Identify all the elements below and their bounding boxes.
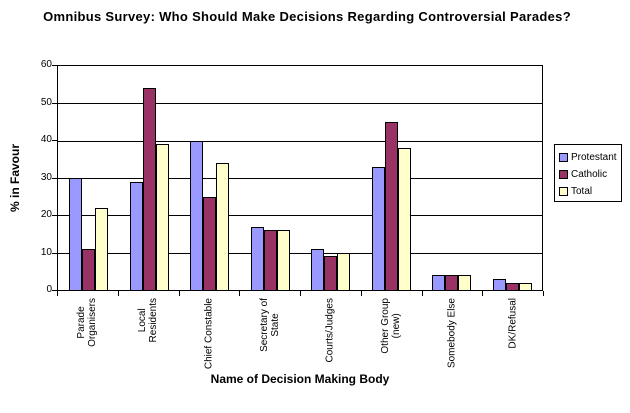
y-tick-mark — [52, 178, 57, 179]
x-tick-mark — [482, 291, 483, 296]
y-tick-label: 20 — [40, 209, 52, 220]
y-tick-mark — [52, 253, 57, 254]
category-group-other-group-new — [361, 66, 422, 290]
bar-catholic-local-residents — [143, 88, 156, 290]
bar-protestant-parade-organisers — [69, 178, 82, 290]
legend-label: Total — [571, 186, 593, 197]
y-tick-mark — [52, 215, 57, 216]
bar-total-chief-constable — [216, 163, 229, 290]
x-tick-label-somebody-else: Somebody Else — [446, 298, 458, 369]
bar-protestant-secretary-of-state — [251, 227, 264, 290]
bar-protestant-dk-refusal — [493, 279, 506, 290]
bar-total-secretary-of-state — [277, 230, 290, 290]
bar-protestant-somebody-else — [432, 275, 445, 290]
bar-protestant-local-residents — [130, 182, 143, 290]
x-tick-label-courts-judges: Courts/Judges — [324, 298, 336, 363]
x-tick-label-parade-organisers: Parade Organisers — [76, 298, 98, 347]
gridline — [58, 103, 542, 104]
bar-catholic-somebody-else — [445, 275, 458, 290]
x-tick-mark — [543, 291, 544, 296]
legend-label: Protestant — [571, 152, 617, 163]
x-axis-title: Name of Decision Making Body — [210, 372, 390, 386]
chart-title: Omnibus Survey: Who Should Make Decision… — [43, 9, 571, 24]
legend-item-catholic: Catholic — [559, 166, 621, 183]
y-tick-mark — [52, 65, 57, 66]
bar-total-parade-organisers — [95, 208, 108, 290]
bar-catholic-other-group-new — [385, 122, 398, 290]
x-tick-mark — [179, 291, 180, 296]
x-tick-mark — [118, 291, 119, 296]
category-group-courts-judges — [300, 66, 361, 290]
bar-catholic-courts-judges — [324, 256, 337, 290]
legend-marker-protestant-icon — [559, 153, 568, 162]
legend-marker-catholic-icon — [559, 170, 568, 179]
legend-marker-total-icon — [559, 187, 568, 196]
category-group-chief-constable — [179, 66, 240, 290]
x-tick-mark — [57, 291, 58, 296]
bar-total-courts-judges — [337, 253, 350, 290]
x-tick-label-dk-refusal: DK/Refusal — [507, 298, 519, 349]
x-tick-mark — [361, 291, 362, 296]
gridline — [58, 141, 542, 142]
bar-catholic-secretary-of-state — [264, 230, 277, 290]
bar-total-other-group-new — [398, 148, 411, 290]
plot-area — [57, 65, 543, 291]
gridline — [58, 253, 542, 254]
x-tick-mark — [300, 291, 301, 296]
y-tick-label: 10 — [40, 247, 52, 258]
bar-catholic-parade-organisers — [82, 249, 95, 290]
y-axis-title: % in Favour — [8, 143, 22, 213]
y-tick-label: 30 — [40, 172, 52, 183]
x-tick-mark — [239, 291, 240, 296]
bar-protestant-courts-judges — [311, 249, 324, 290]
bar-catholic-chief-constable — [203, 197, 216, 290]
gridline — [58, 215, 542, 216]
bar-total-dk-refusal — [519, 283, 532, 290]
category-group-parade-organisers — [58, 66, 119, 290]
y-tick-label: 50 — [40, 97, 52, 108]
bar-protestant-other-group-new — [372, 167, 385, 290]
category-group-somebody-else — [421, 66, 482, 290]
bar-total-somebody-else — [458, 275, 471, 290]
legend-item-total: Total — [559, 183, 621, 200]
x-tick-mark — [422, 291, 423, 296]
category-group-dk-refusal — [482, 66, 543, 290]
bar-catholic-dk-refusal — [506, 283, 519, 290]
legend-label: Catholic — [571, 169, 608, 180]
y-tick-label: 0 — [46, 284, 52, 295]
x-tick-label-chief-constable: Chief Constable — [203, 298, 215, 370]
y-tick-label: 60 — [40, 59, 52, 70]
y-tick-mark — [52, 103, 57, 104]
x-tick-label-secretary-of-state: Secretary of State — [259, 298, 281, 352]
x-tick-label-other-group-new: Other Group (new) — [380, 298, 402, 354]
gridline — [58, 178, 542, 179]
category-group-secretary-of-state — [240, 66, 301, 290]
category-group-local-residents — [119, 66, 180, 290]
y-tick-mark — [52, 140, 57, 141]
y-tick-label: 40 — [40, 134, 52, 145]
x-tick-label-local-residents: Local Residents — [137, 298, 159, 343]
legend-item-protestant: Protestant — [559, 149, 621, 166]
y-tick-mark — [52, 290, 57, 291]
bar-total-local-residents — [156, 144, 169, 290]
bar-protestant-chief-constable — [190, 141, 203, 290]
legend: Protestant Catholic Total — [554, 144, 622, 202]
